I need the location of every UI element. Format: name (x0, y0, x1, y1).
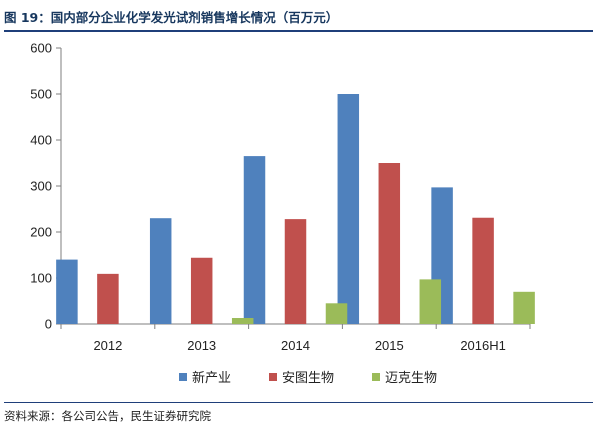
bar-series3-2014 (325, 303, 348, 324)
legend-label-series1: 新产业 (192, 370, 231, 386)
x-tick-label-2013: 2013 (187, 338, 216, 353)
bar-series2-2016h1 (472, 217, 494, 324)
bar-series3-2016h1 (513, 291, 535, 324)
legend: 新产业 安图生物 迈克生物 (179, 370, 437, 386)
x-tick-label-2012: 2012 (93, 338, 122, 353)
y-tick-label: 300 (30, 179, 52, 194)
bar-series2-2015 (378, 163, 401, 324)
y-tick-label: 600 (30, 41, 52, 56)
bar-series3-2015 (419, 279, 442, 324)
bar-series2-2012 (97, 273, 119, 324)
title-rule (4, 30, 593, 32)
legend-swatch-series1 (179, 373, 187, 381)
bar-series1-2014 (243, 156, 266, 324)
bar-series1-2015 (337, 94, 360, 324)
legend-swatch-series3 (372, 373, 380, 381)
y-axis: 0 100 200 300 400 500 600 (30, 41, 62, 332)
x-tick-label-2016h1: 2016H1 (460, 338, 506, 353)
source-note: 资料来源：各公司公告，民生证券研究院 (4, 409, 211, 423)
y-tick-label: 500 (30, 87, 52, 102)
source-rule (4, 402, 593, 403)
y-tick-label: 200 (30, 225, 52, 240)
bar-series2-2014 (284, 219, 307, 324)
x-axis: 2012 2013 2014 2015 2016H1 (60, 323, 531, 353)
bar-series1-2012 (56, 259, 78, 324)
bar-series1-2013 (149, 218, 172, 324)
y-tick-label: 0 (45, 317, 52, 332)
y-tick-label: 400 (30, 133, 52, 148)
bars (56, 94, 535, 324)
legend-label-series2: 安图生物 (282, 371, 334, 386)
chart-title: 图 19：国内部分企业化学发光试剂销售增长情况（百万元） (4, 10, 339, 25)
bar-series2-2013 (190, 257, 213, 324)
legend-swatch-series2 (269, 373, 277, 381)
y-tick-label: 100 (30, 271, 52, 286)
x-tick-label-2015: 2015 (375, 338, 404, 353)
x-tick-label-2014: 2014 (281, 338, 310, 353)
bar-series3-2013 (231, 318, 254, 324)
legend-label-series3: 迈克生物 (385, 371, 437, 386)
